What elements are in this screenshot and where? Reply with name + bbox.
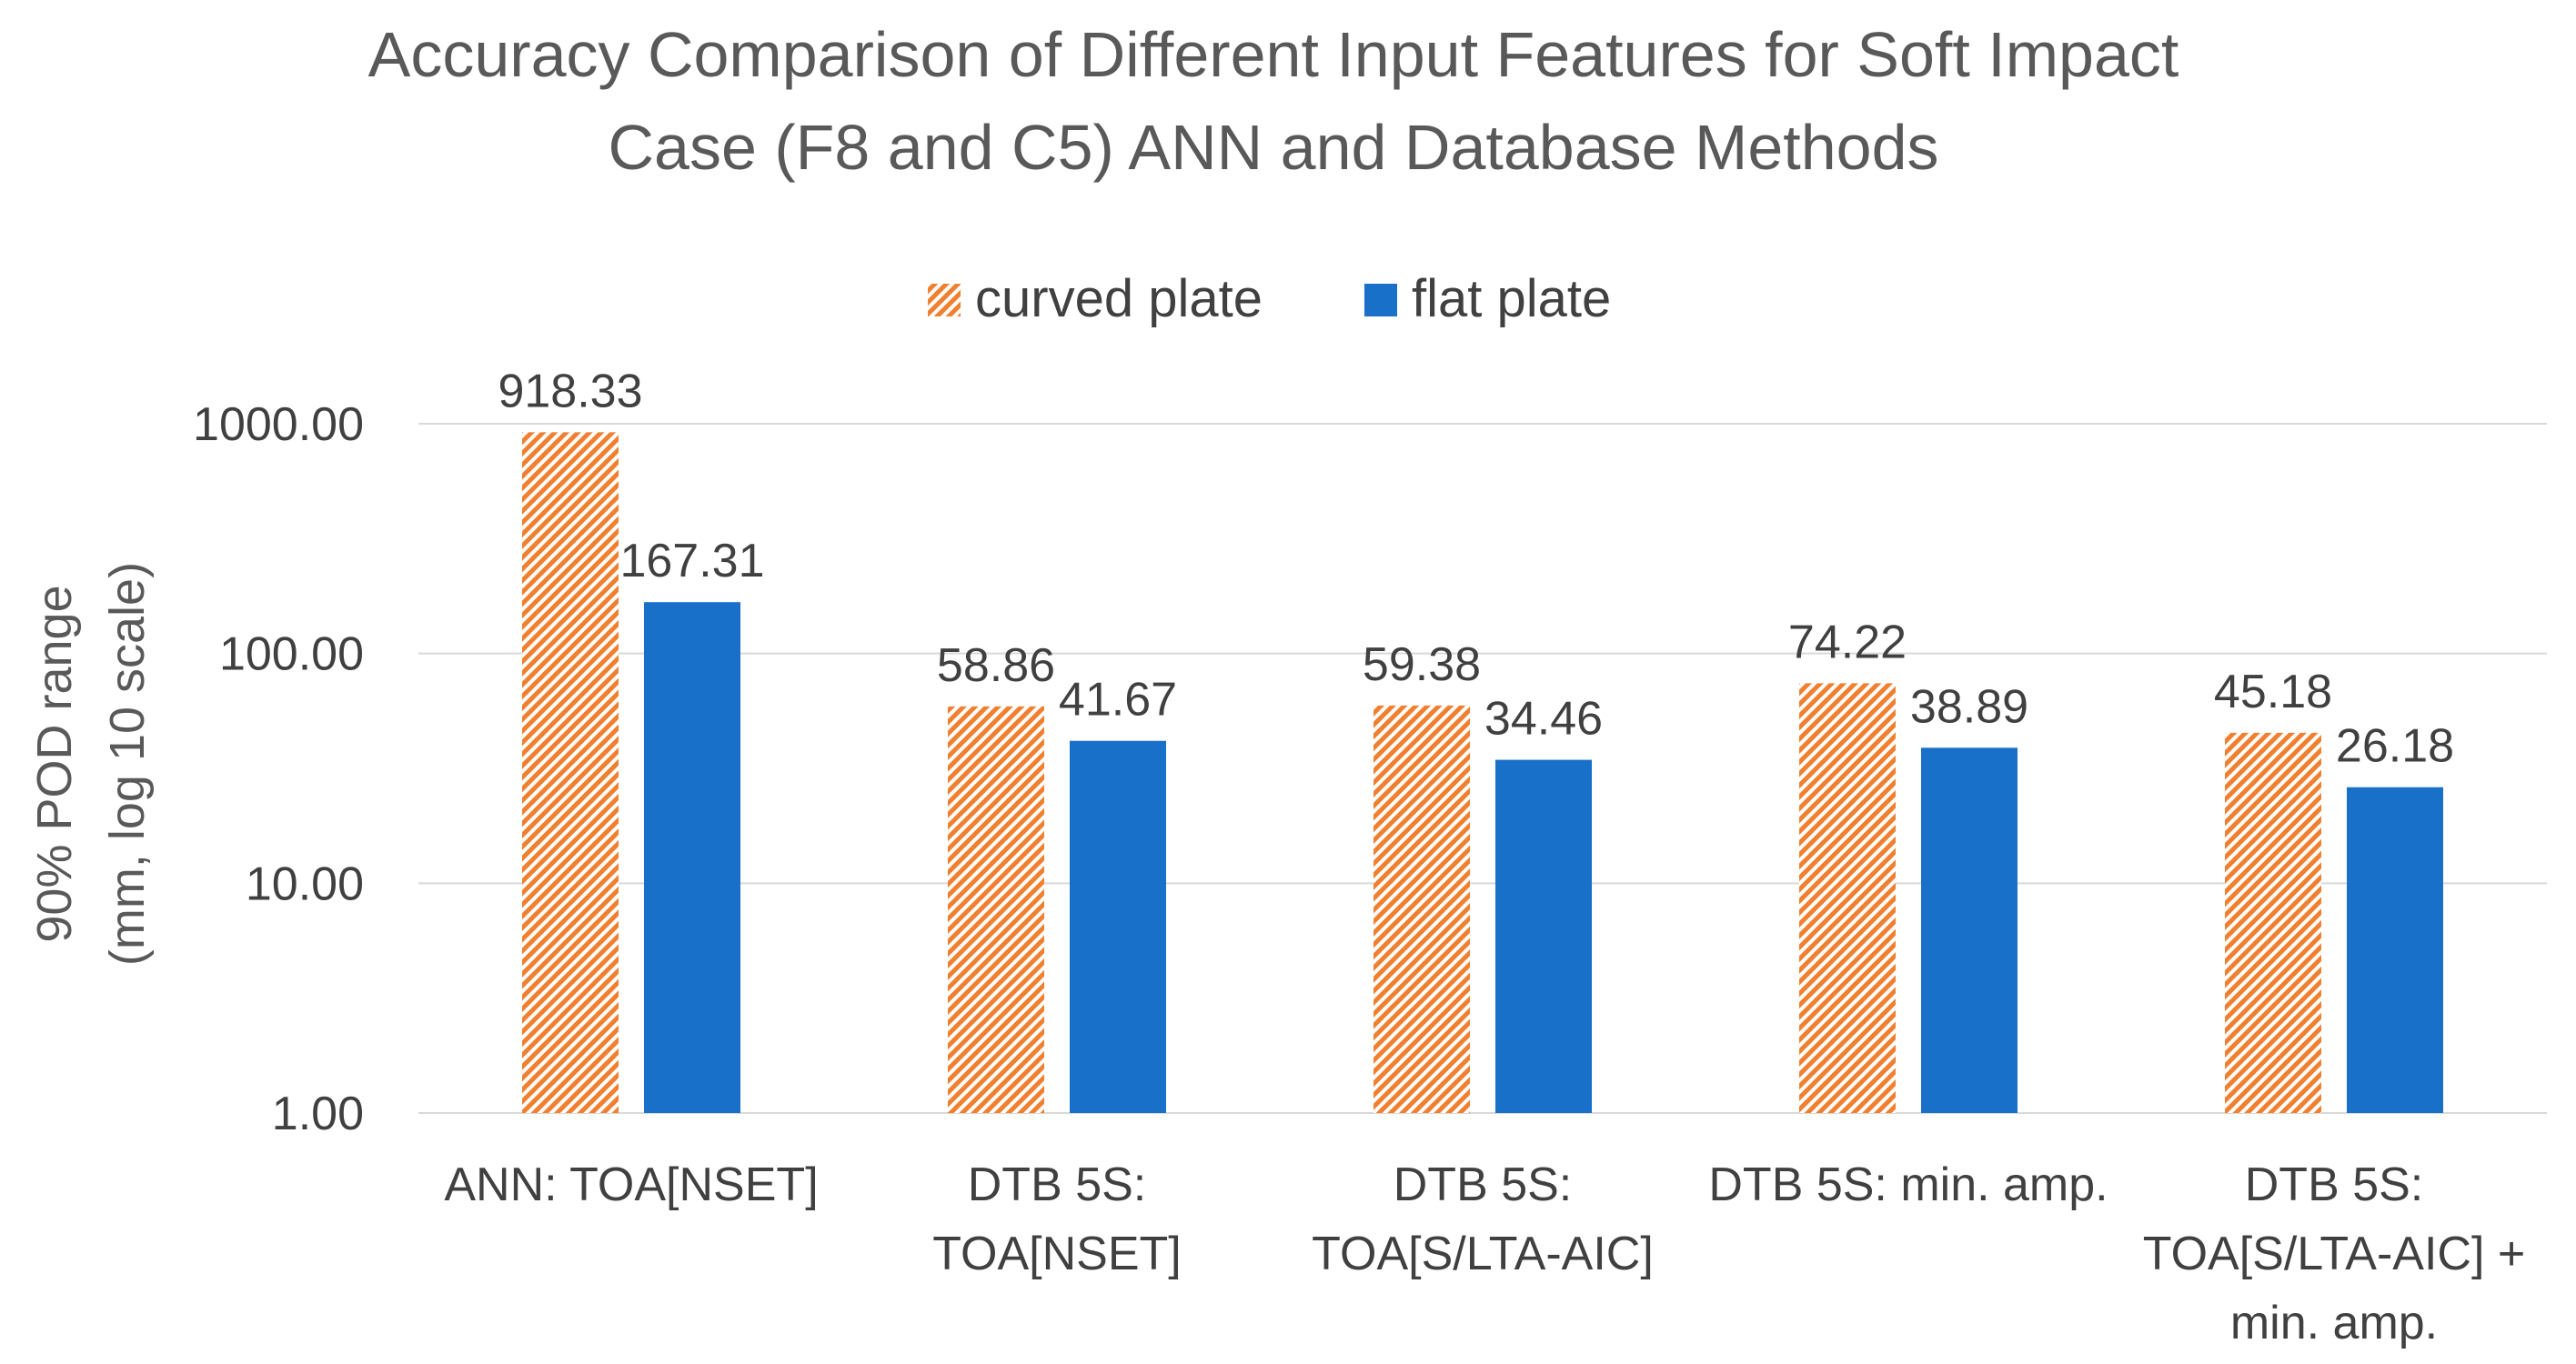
- legend: curved plate flat plate: [928, 269, 1611, 328]
- y-tick-label: 1000.00: [193, 398, 364, 451]
- data-label-flat-plate: 34.46: [1484, 693, 1603, 746]
- y-axis-title-line-2: (mm, log 10 scale): [100, 562, 155, 966]
- x-axis-categories: ANN: TOA[NSET] DTB 5S: TOA[NSET] DTB 5S: TOA…: [444, 1158, 2525, 1349]
- y-axis-title-line-1: 90% POD range: [27, 585, 82, 942]
- bars: [522, 432, 2443, 1113]
- data-label-flat-plate: 38.89: [1910, 680, 2028, 733]
- x-category-label: TOA[NSET]: [932, 1228, 1182, 1280]
- data-label-curved-plate: 74.22: [1788, 616, 1907, 668]
- legend-swatch-flat-plate: [1364, 284, 1397, 316]
- bar-flat-plate: [644, 602, 740, 1113]
- y-tick-label: 10.00: [246, 858, 364, 910]
- bar-flat-plate: [1495, 759, 1592, 1113]
- legend-label-flat-plate: flat plate: [1412, 269, 1611, 328]
- bar-flat-plate: [1070, 740, 1166, 1113]
- data-label-curved-plate: 918.33: [498, 365, 642, 417]
- bar-flat-plate: [2347, 787, 2443, 1113]
- x-category-label: min. amp.: [2230, 1297, 2438, 1349]
- data-label-flat-plate: 167.31: [619, 535, 764, 587]
- bar-curved-plate: [948, 706, 1044, 1113]
- x-category-label: DTB 5S:: [1394, 1158, 1573, 1211]
- x-category-label: ANN: TOA[NSET]: [444, 1158, 818, 1211]
- data-label-flat-plate: 41.67: [1059, 674, 1177, 727]
- y-axis-title: 90% POD range (mm, log 10 scale): [27, 562, 155, 966]
- data-label-curved-plate: 58.86: [937, 639, 1055, 692]
- x-category-label: TOA[S/LTA-AIC]: [1312, 1228, 1654, 1280]
- bar-curved-plate: [1799, 683, 1896, 1113]
- bar-curved-plate: [1374, 705, 1470, 1113]
- chart-title-line-1: Accuracy Comparison of Different Input F…: [368, 19, 2179, 90]
- y-tick-label: 100.00: [219, 628, 364, 681]
- data-label-curved-plate: 59.38: [1363, 638, 1481, 691]
- legend-label-curved-plate: curved plate: [975, 269, 1263, 328]
- x-category-label: DTB 5S: min. amp.: [1708, 1158, 2108, 1211]
- x-category-label: TOA[S/LTA-AIC] +: [2143, 1228, 2525, 1280]
- data-label-flat-plate: 26.18: [2336, 720, 2454, 773]
- bar-curved-plate: [2225, 732, 2321, 1113]
- bar-flat-plate: [1921, 747, 2018, 1113]
- x-category-label: DTB 5S:: [2245, 1158, 2424, 1211]
- bar-curved-plate: [522, 432, 619, 1113]
- y-tick-label: 1.00: [272, 1088, 364, 1140]
- data-label-curved-plate: 45.18: [2214, 666, 2332, 718]
- gridlines: [418, 423, 2547, 1114]
- chart-title-line-2: Case (F8 and C5) ANN and Database Method…: [609, 112, 1939, 183]
- x-category-label: DTB 5S:: [968, 1158, 1147, 1211]
- y-axis-ticks: 1.00 10.00 100.00 1000.00: [193, 398, 364, 1140]
- legend-swatch-curved-plate: [928, 284, 961, 316]
